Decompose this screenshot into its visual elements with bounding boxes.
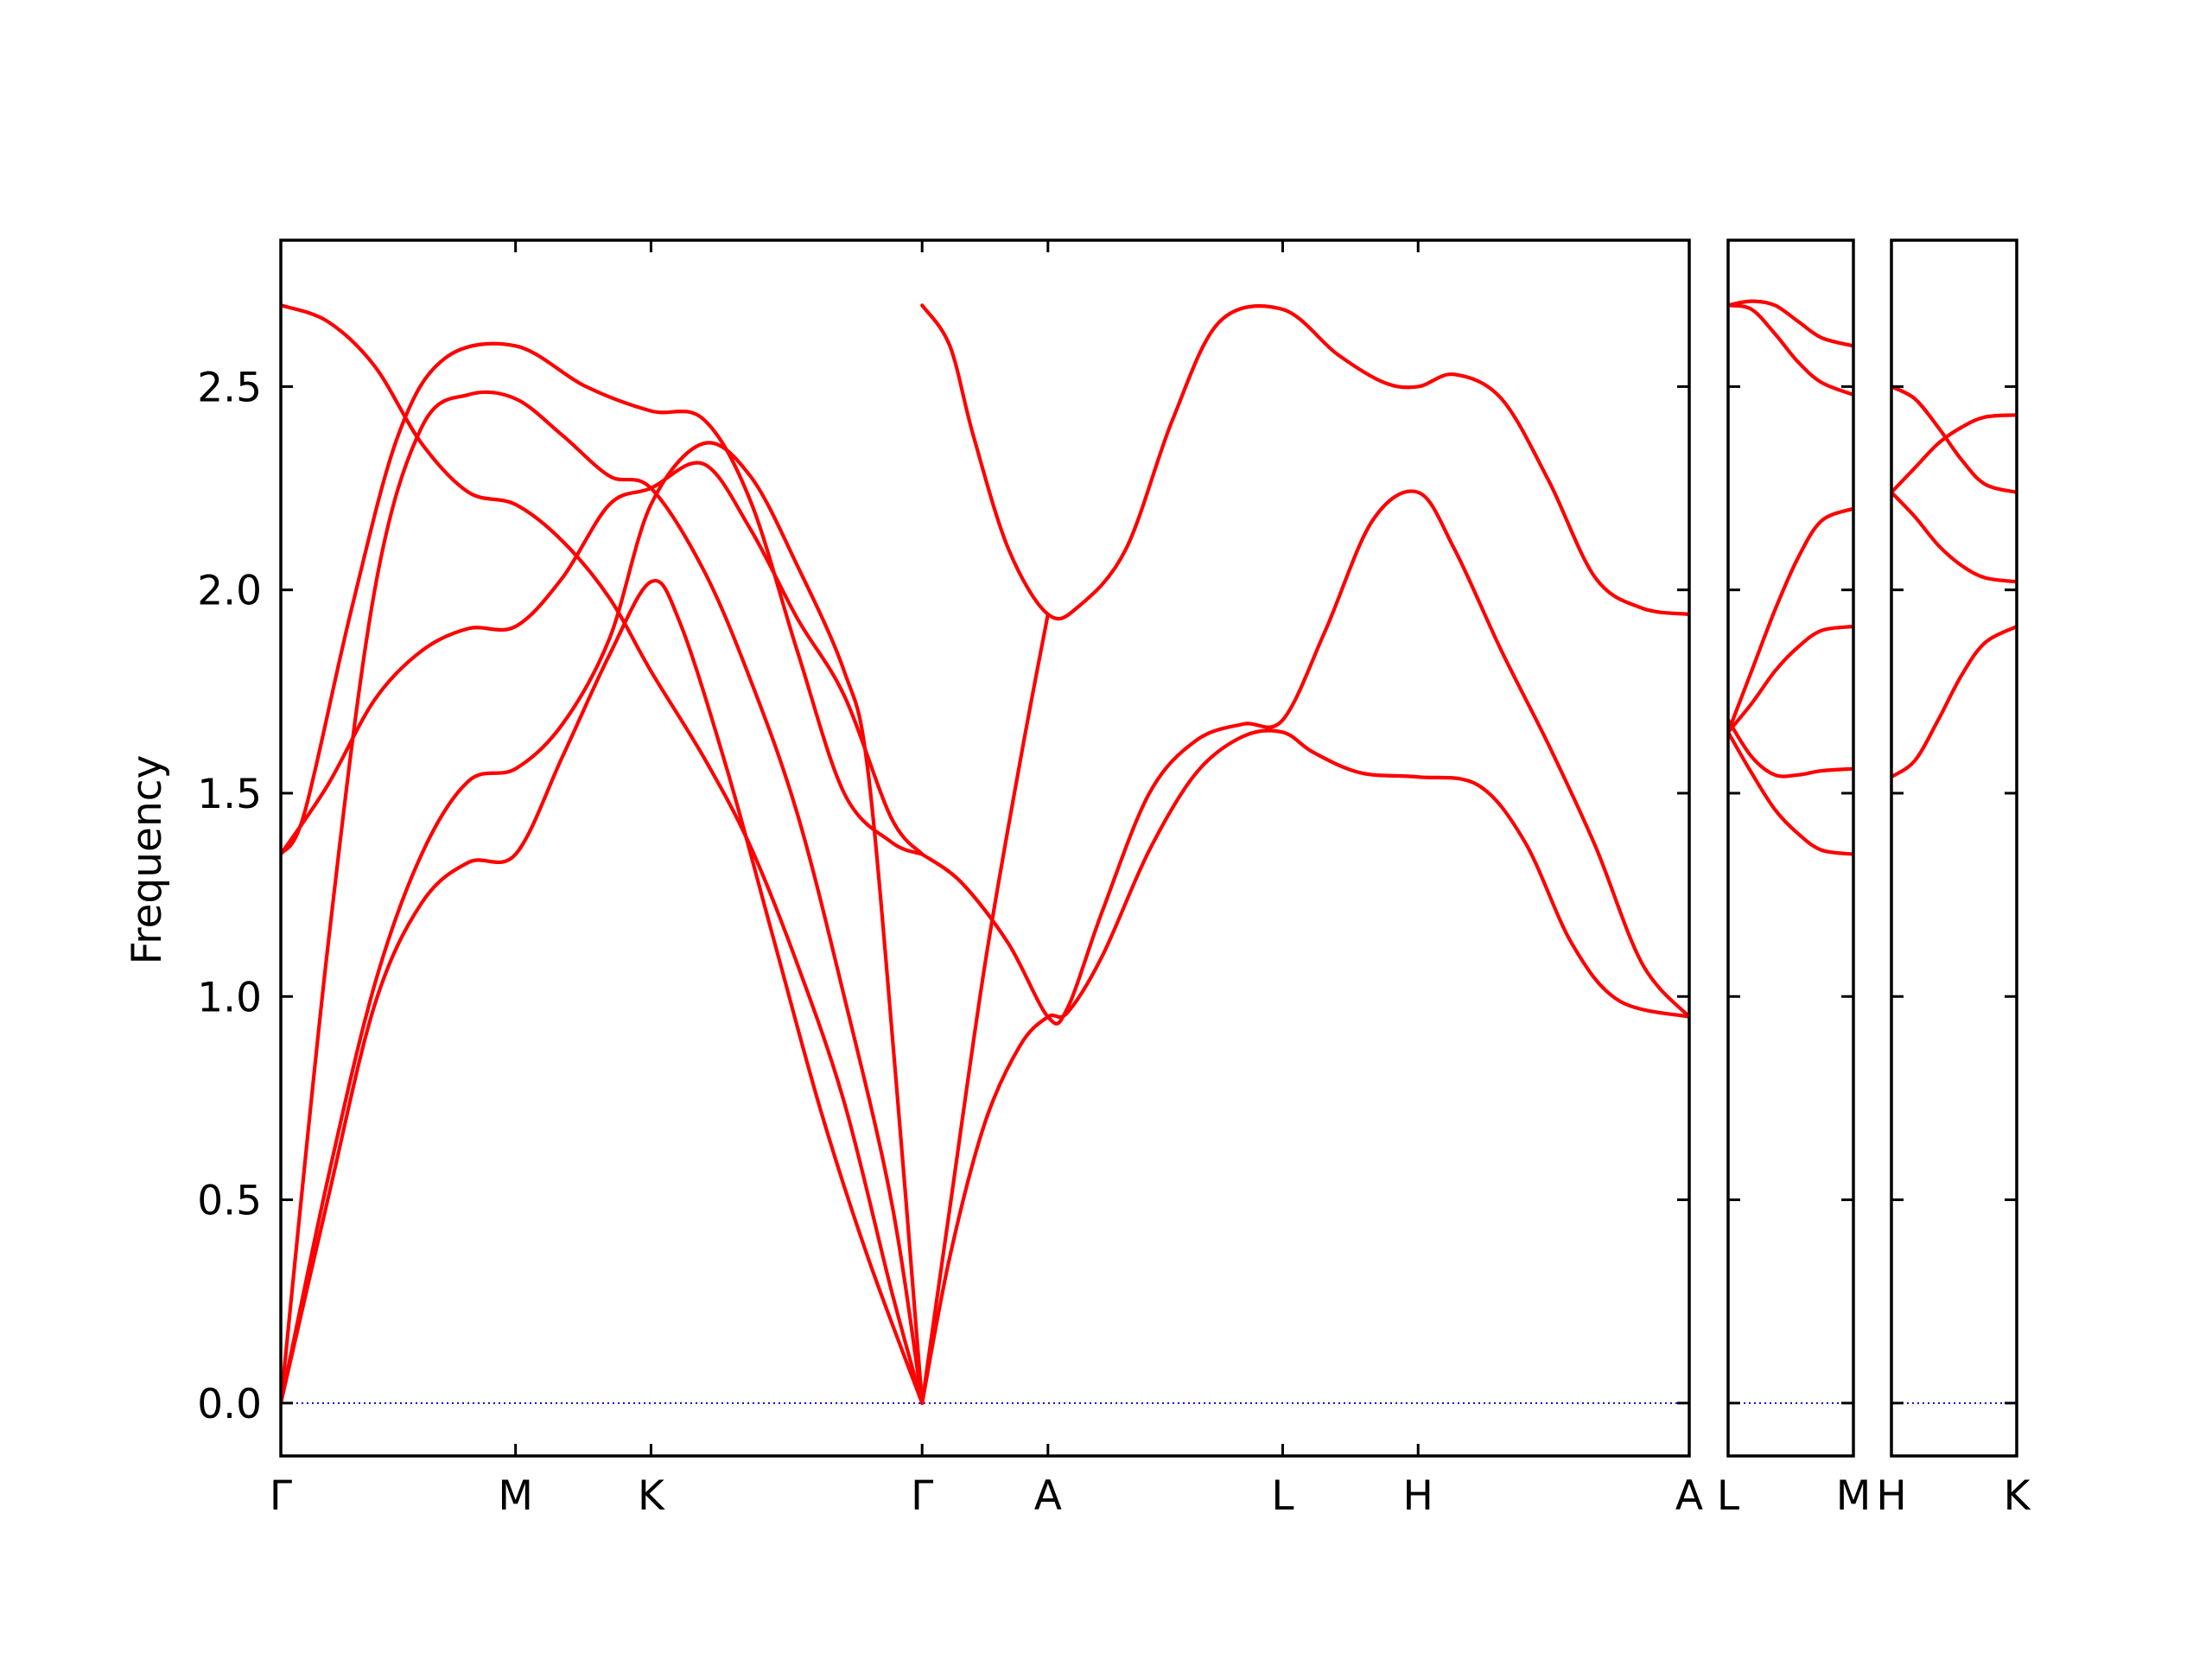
x-tick-label: Γ	[911, 1472, 933, 1520]
band-line-3	[281, 341, 925, 856]
band-group	[1891, 385, 2017, 779]
band-line-8	[920, 728, 1689, 1405]
band-line-2	[1728, 299, 1853, 348]
y-axis-label: Frequency	[124, 755, 171, 965]
band-line-4	[1891, 624, 2017, 779]
band-group	[1728, 299, 1853, 856]
band-line-4	[1728, 624, 1853, 734]
x-tick-label: H	[1403, 1472, 1433, 1520]
x-tick-label: Γ	[270, 1472, 292, 1520]
band-line-5	[1728, 718, 1853, 779]
y-tick-label: 1.5	[197, 771, 262, 818]
band-line-4	[281, 578, 925, 1405]
panel-frame	[1890, 238, 2018, 1458]
band-line-2	[1891, 413, 2017, 494]
panel-frame	[1726, 238, 1855, 1458]
x-tick-label: K	[2004, 1472, 2031, 1520]
x-tick-label: K	[638, 1472, 665, 1520]
band-line-1	[281, 303, 925, 1405]
band-line-3	[1891, 490, 2017, 584]
band-line-10	[920, 612, 1050, 1405]
band-group	[281, 303, 1689, 1405]
band-line-9	[920, 489, 1689, 1026]
x-tick-label: A	[1675, 1472, 1703, 1520]
band-line-5	[281, 441, 925, 1405]
panel-frame	[279, 238, 1691, 1458]
y-tick-label: 1.0	[197, 974, 262, 1021]
band-line-2	[281, 461, 925, 856]
x-tick-label: L	[1271, 1472, 1294, 1520]
x-tick-label: L	[1717, 1472, 1739, 1520]
y-tick-label: 0.5	[197, 1178, 262, 1225]
x-tick-label: M	[498, 1472, 533, 1520]
band-line-6	[281, 390, 925, 1405]
band-line-1	[1728, 303, 1853, 397]
band-line-1	[1891, 385, 2017, 494]
x-tick-label: M	[1836, 1472, 1872, 1520]
x-tick-label: H	[1876, 1472, 1906, 1520]
band-line-6	[1728, 730, 1853, 856]
band-line-3	[1728, 506, 1853, 734]
band-line-7	[920, 303, 1689, 621]
y-tick-label: 2.0	[197, 568, 262, 615]
panel-1: 0.0 0.5 1.0 1.5 2.0 2.5 Γ M K Γ A L H A	[197, 238, 1703, 1520]
x-tick-label: A	[1034, 1472, 1062, 1520]
y-tick-label: 2.5	[197, 364, 262, 411]
y-tick-label: 0.0	[197, 1381, 262, 1428]
